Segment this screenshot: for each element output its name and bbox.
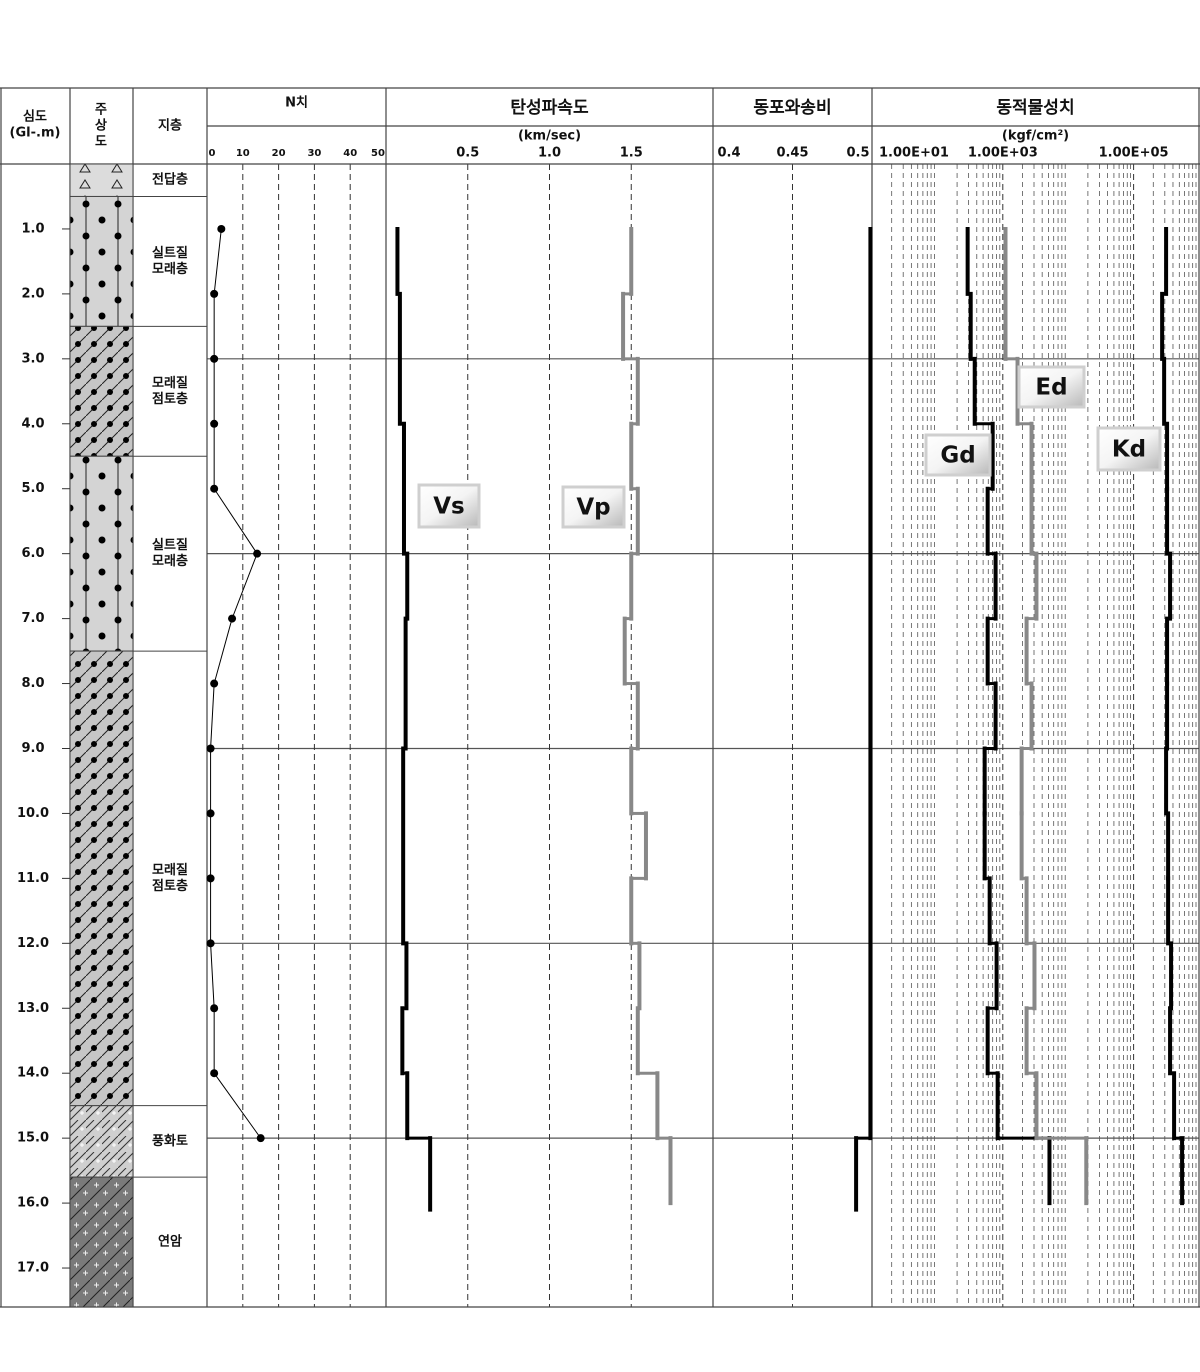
layer-name: 모래질: [152, 376, 188, 391]
y-tick-label: 17.0: [17, 1261, 49, 1276]
layer-name: 점토층: [152, 391, 188, 407]
lithology-layer: [69, 325, 134, 457]
layer-name: 모래층: [152, 261, 188, 277]
panel-unit: (km/sec): [518, 129, 581, 144]
layer-name: 모래층: [152, 553, 188, 569]
lithology-layer: [69, 455, 134, 652]
panel-title: 동적물성치: [996, 98, 1074, 118]
n-value-point: [206, 939, 215, 948]
n-value-point: [210, 1069, 219, 1078]
y-tick-label: 8.0: [21, 676, 44, 691]
y-tick-label: 3.0: [21, 351, 44, 366]
series-label-box: [417, 483, 481, 529]
panel-unit: (kgf/cm²): [1002, 129, 1069, 144]
x-tick-label: 0.5: [456, 146, 479, 161]
depth-title: (Gl-.m): [10, 126, 61, 141]
n-value-point: [206, 744, 215, 753]
panel-title: 탄성파속도: [510, 98, 589, 118]
y-tick-label: 11.0: [17, 871, 49, 886]
series-label: Gd: [940, 443, 975, 469]
lithology-layer: [69, 195, 134, 327]
grid-layer: [206, 164, 1199, 1307]
n-value-point: [206, 809, 215, 818]
y-tick-label: 6.0: [21, 546, 44, 561]
y-tick-label: 10.0: [17, 806, 49, 821]
lithology-layer: [69, 1176, 134, 1308]
x-tick-label: 1.00E+03: [968, 146, 1038, 161]
y-tick-label: 9.0: [21, 741, 44, 756]
column-title: 상: [95, 119, 107, 134]
y-tick-label: 1.0: [21, 221, 44, 236]
y-tick-label: 13.0: [17, 1001, 49, 1016]
layer-name: 모래질: [152, 863, 188, 878]
y-tick-label: 12.0: [17, 936, 49, 951]
lithology-layer: [69, 1105, 134, 1178]
x-tick-label: 0.4: [717, 146, 740, 161]
n-value-point: [228, 614, 237, 623]
y-tick-label: 4.0: [21, 416, 44, 431]
layer-name: 점토층: [152, 878, 188, 894]
y-tick-label: 14.0: [17, 1066, 49, 1081]
layer-name: 실트질: [152, 245, 188, 261]
n-value-point: [256, 1134, 265, 1143]
n-value-point: [210, 484, 219, 493]
x-tick-label: 50: [371, 148, 385, 159]
x-tick-label: 1.00E+01: [879, 146, 949, 161]
layer-title: 지층: [158, 118, 182, 134]
x-tick-label: 10: [236, 148, 250, 159]
layer-name: 전답층: [152, 172, 188, 188]
depth-title: 심도: [23, 109, 47, 125]
y-tick-label: 2.0: [21, 286, 44, 301]
series-label-box: [1096, 426, 1162, 472]
x-tick-label: 1.00E+05: [1099, 146, 1169, 161]
y-tick-label: 15.0: [17, 1131, 49, 1146]
n-value-point: [210, 679, 219, 688]
x-tick-label: 0.5: [846, 146, 869, 161]
n-value-point: [210, 354, 219, 363]
n-value-point: [217, 224, 226, 233]
lithology-layer: [69, 650, 134, 1107]
layer-name: 풍화토: [152, 1133, 188, 1149]
y-tick-label: 7.0: [21, 611, 44, 626]
layer-name: 연암: [158, 1234, 182, 1250]
column-title: 도: [95, 135, 107, 150]
x-tick-label: 0: [209, 148, 216, 159]
y-tick-label: 5.0: [21, 481, 44, 496]
panel-title: 동포와송비: [753, 98, 831, 118]
x-tick-label: 1.5: [620, 146, 643, 161]
series-label: Kd: [1112, 437, 1146, 463]
series-label-box: [924, 433, 992, 477]
lithology-layer: [69, 163, 134, 197]
n-value-point: [210, 419, 219, 428]
x-tick-label: 0.45: [776, 146, 808, 161]
series-label: Ed: [1035, 375, 1067, 401]
column-title: 주: [95, 103, 107, 118]
series-label: Vs: [433, 494, 465, 520]
panel-title: N치: [285, 95, 308, 111]
n-value-point: [206, 874, 215, 883]
layer-name: 실트질: [152, 537, 188, 553]
series-label-box: [1017, 365, 1086, 409]
series-label: Vp: [576, 495, 610, 521]
x-tick-label: 20: [272, 148, 286, 159]
n-value-point: [253, 549, 262, 558]
x-tick-label: 30: [307, 148, 321, 159]
series-label-box: [561, 485, 626, 529]
x-tick-label: 1.0: [538, 146, 561, 161]
n-value-point: [210, 1004, 219, 1013]
n-value-point: [210, 289, 219, 298]
x-tick-label: 40: [343, 148, 357, 159]
y-tick-label: 16.0: [17, 1196, 49, 1211]
